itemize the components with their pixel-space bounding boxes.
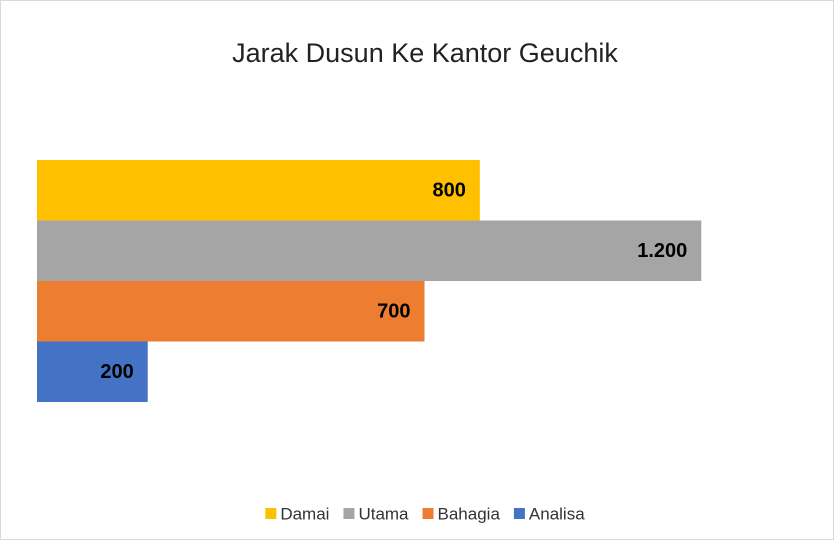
data-label: 200 [100, 361, 133, 383]
legend-label: Utama [358, 504, 409, 523]
legend-swatch [422, 508, 434, 519]
legend-swatch [513, 508, 525, 519]
legend-swatch [343, 508, 355, 519]
data-label: 800 [432, 180, 465, 202]
data-label: 700 [377, 301, 410, 323]
bar [37, 341, 148, 402]
bar [37, 160, 480, 221]
bar [37, 220, 702, 281]
data-label: 1.200 [637, 240, 687, 262]
legend-label: Damai [280, 504, 329, 523]
legend-swatch [265, 508, 277, 519]
chart-title: Jarak Dusun Ke Kantor Geuchik [232, 38, 618, 68]
legend-label: Bahagia [438, 504, 501, 523]
bar [37, 281, 425, 342]
legend-label: Analisa [529, 504, 585, 523]
